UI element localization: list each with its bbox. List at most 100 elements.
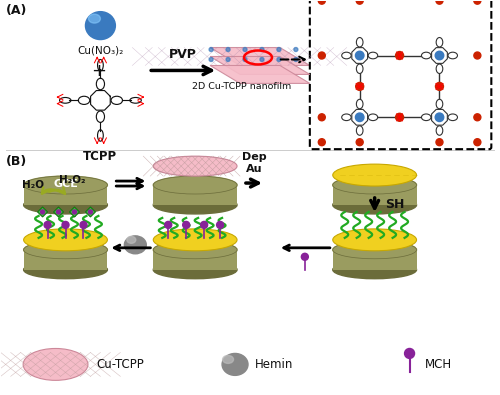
Ellipse shape: [368, 114, 378, 120]
Ellipse shape: [436, 126, 443, 135]
Ellipse shape: [200, 222, 207, 228]
Polygon shape: [210, 56, 310, 74]
FancyBboxPatch shape: [310, 0, 492, 149]
Text: TCPP: TCPP: [84, 150, 117, 163]
Text: MCH: MCH: [424, 358, 452, 371]
Ellipse shape: [318, 139, 326, 146]
Polygon shape: [210, 47, 310, 66]
Ellipse shape: [474, 52, 481, 59]
Polygon shape: [154, 250, 237, 270]
Ellipse shape: [333, 164, 416, 186]
Ellipse shape: [24, 229, 107, 251]
Ellipse shape: [154, 241, 237, 259]
Text: (A): (A): [6, 4, 27, 17]
Ellipse shape: [396, 51, 404, 60]
Ellipse shape: [24, 176, 107, 194]
Ellipse shape: [260, 58, 264, 62]
Text: 2D Cu-TCPP nanofilm: 2D Cu-TCPP nanofilm: [192, 83, 292, 91]
Ellipse shape: [154, 229, 237, 251]
Ellipse shape: [342, 52, 351, 59]
Polygon shape: [86, 207, 96, 217]
Text: (B): (B): [6, 155, 27, 168]
Ellipse shape: [422, 52, 431, 59]
Ellipse shape: [226, 47, 230, 51]
Ellipse shape: [333, 229, 416, 251]
Ellipse shape: [294, 47, 298, 51]
Ellipse shape: [436, 64, 443, 73]
Polygon shape: [24, 250, 107, 270]
Ellipse shape: [422, 114, 431, 120]
Ellipse shape: [127, 236, 136, 243]
Ellipse shape: [318, 0, 326, 4]
Ellipse shape: [356, 64, 363, 73]
Ellipse shape: [435, 113, 444, 122]
Ellipse shape: [356, 38, 363, 47]
Ellipse shape: [154, 196, 237, 214]
Ellipse shape: [24, 241, 107, 259]
Ellipse shape: [182, 222, 190, 228]
Ellipse shape: [154, 156, 237, 176]
Ellipse shape: [277, 58, 281, 62]
Ellipse shape: [356, 83, 364, 90]
Ellipse shape: [154, 261, 237, 279]
Ellipse shape: [72, 210, 76, 214]
Ellipse shape: [24, 196, 107, 214]
Ellipse shape: [436, 0, 443, 4]
Ellipse shape: [318, 52, 326, 59]
Ellipse shape: [356, 0, 363, 4]
Ellipse shape: [294, 58, 298, 62]
Ellipse shape: [243, 58, 247, 62]
Text: SH: SH: [384, 198, 404, 211]
Text: Hemin: Hemin: [255, 358, 294, 371]
Ellipse shape: [368, 52, 378, 59]
Polygon shape: [432, 109, 448, 125]
Ellipse shape: [154, 156, 237, 176]
Text: PVP: PVP: [169, 49, 197, 62]
Ellipse shape: [222, 354, 248, 375]
Ellipse shape: [222, 356, 234, 363]
Polygon shape: [432, 48, 448, 63]
Text: Cu-TCPP: Cu-TCPP: [96, 358, 144, 371]
Ellipse shape: [44, 222, 51, 228]
Ellipse shape: [260, 47, 264, 51]
Ellipse shape: [333, 176, 416, 194]
Ellipse shape: [436, 99, 443, 109]
Ellipse shape: [436, 83, 444, 90]
Ellipse shape: [88, 14, 101, 23]
Ellipse shape: [80, 222, 87, 228]
Polygon shape: [333, 250, 416, 270]
Ellipse shape: [342, 114, 351, 120]
Ellipse shape: [436, 38, 443, 47]
Text: H₂O: H₂O: [22, 180, 44, 190]
Ellipse shape: [474, 0, 481, 4]
Ellipse shape: [356, 51, 364, 60]
Polygon shape: [70, 207, 80, 217]
Polygon shape: [210, 66, 310, 83]
Ellipse shape: [474, 114, 481, 121]
Ellipse shape: [164, 222, 172, 228]
Ellipse shape: [318, 114, 326, 121]
Ellipse shape: [216, 222, 224, 228]
Ellipse shape: [333, 196, 416, 214]
Ellipse shape: [62, 222, 69, 228]
Ellipse shape: [154, 176, 237, 194]
Ellipse shape: [209, 58, 213, 62]
Text: GCE: GCE: [53, 179, 78, 189]
Text: H₂O₂: H₂O₂: [59, 175, 86, 185]
Ellipse shape: [40, 210, 44, 214]
Polygon shape: [333, 185, 416, 205]
Ellipse shape: [24, 261, 107, 279]
Ellipse shape: [23, 348, 88, 380]
Ellipse shape: [88, 210, 92, 214]
Ellipse shape: [209, 47, 213, 51]
Polygon shape: [54, 207, 64, 217]
Ellipse shape: [356, 126, 363, 135]
Ellipse shape: [474, 139, 481, 146]
Ellipse shape: [435, 51, 444, 60]
Ellipse shape: [86, 12, 116, 40]
Text: Cu(NO₃)₂: Cu(NO₃)₂: [78, 45, 124, 56]
Ellipse shape: [396, 113, 404, 121]
Ellipse shape: [56, 210, 60, 214]
Ellipse shape: [226, 58, 230, 62]
Ellipse shape: [356, 99, 363, 109]
